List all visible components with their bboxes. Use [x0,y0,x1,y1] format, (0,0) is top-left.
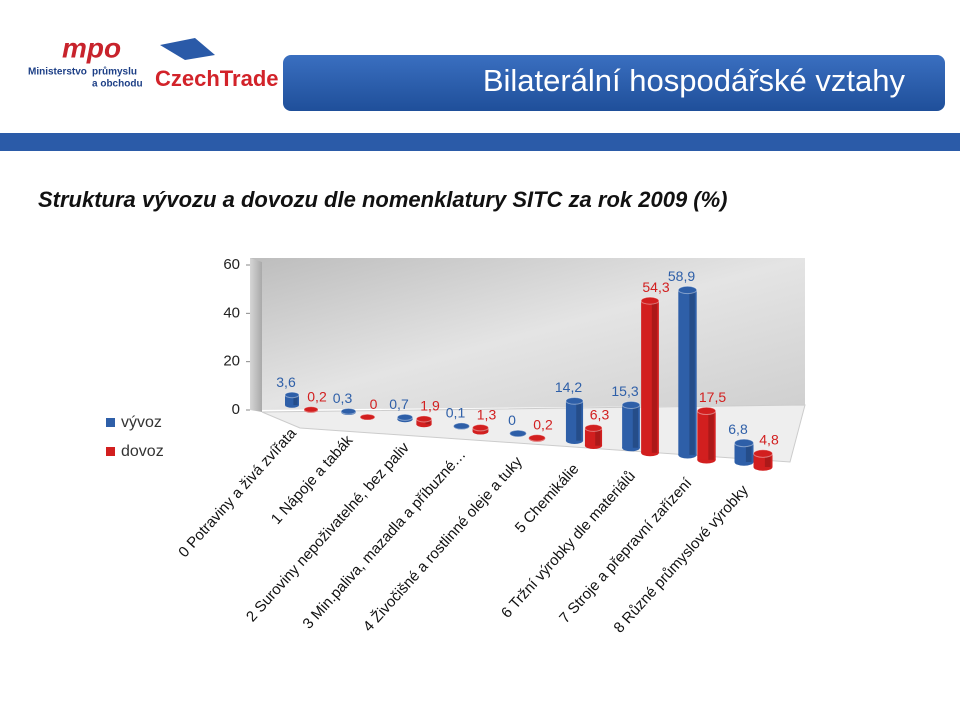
bar-top [697,407,715,414]
bar [454,423,470,430]
y-tick-label: 60 [223,256,240,273]
bar [529,435,546,442]
value-label: 0 [508,412,516,428]
bar-top [473,425,489,431]
value-label: 58,9 [668,268,695,284]
header-bar [0,133,960,151]
bar [641,297,659,456]
logo-czechtrade-icon [160,38,215,60]
bar-top [285,392,299,398]
bar-top [360,414,375,420]
bar [304,407,318,413]
legend-swatch [106,418,115,427]
x-tick-label: 5 Chemikálie [512,461,583,537]
bar-top [678,286,696,293]
bar-top [529,435,546,442]
bar-shade [576,401,581,441]
value-label: 1,9 [420,398,440,414]
value-label: 0 [370,396,378,412]
value-label: 4,8 [759,431,779,447]
bar-top [735,439,754,447]
bar-shade [652,301,657,453]
slide-title: Bilaterální hospodářské vztahy [483,63,906,98]
bar-shade [633,405,638,448]
bar [754,450,773,471]
bar-top [341,408,356,414]
value-label: 6,8 [728,421,748,437]
y-tick-label: 20 [223,353,240,370]
bar [585,425,602,449]
value-label: 0,1 [446,405,466,421]
bar-top [454,423,470,429]
bar [622,401,640,451]
bar-top [416,416,431,422]
legend-label: vývoz [121,414,162,431]
y-tick-label: 0 [232,401,240,418]
logo-mpo-mark: mpo [62,32,121,63]
logo-mpo-line: průmyslu [92,66,137,78]
logo-mpo-line: Ministerstvo [28,67,87,78]
bar [285,392,299,408]
bar [510,430,527,437]
logo-czechtrade: CzechTrade [155,66,279,91]
value-label: 14,2 [555,379,582,395]
bar [397,414,412,422]
bar [341,408,356,415]
value-label: 0,3 [333,390,353,406]
value-label: 3,6 [276,374,296,390]
bar-top [641,297,659,304]
back-wall [250,258,805,410]
bar [566,397,583,444]
value-label: 15,3 [611,383,638,399]
value-label: 1,3 [477,406,497,422]
bar-top [566,397,583,404]
x-tick-label: 0 Potraviny a živá zvířata [175,424,300,560]
value-label: 0,7 [389,396,409,412]
x-tick-label: 8 Různé průmyslové výrobky [610,482,752,637]
value-label: 6,3 [590,406,610,422]
bar-top [585,425,602,432]
bar-top [754,450,773,458]
bar-top [304,407,318,413]
y-tick-label: 40 [223,304,240,321]
logo-mpo: mpo Ministerstvo průmyslu a obchodu [28,32,143,89]
x-tick-label: 6 Tržní výrobky dle materiálů [498,468,639,622]
legend-swatch [106,447,115,456]
bar-shade [689,290,695,455]
legend-label: dovoz [121,443,164,460]
bar [416,416,431,427]
bar [735,439,754,466]
bar-shade [708,411,714,460]
value-label: 54,3 [642,279,669,295]
x-tick-label: 7 Stroje a přepravní zařízení [556,474,696,627]
bar [473,425,489,435]
chart-title: Struktura vývozu a dovozu dle nomenklatu… [38,187,728,212]
bar [360,414,375,420]
side-wall [250,258,262,412]
value-label: 17,5 [699,389,726,405]
bar [697,407,715,463]
value-label: 0,2 [307,388,327,404]
bar-top [397,414,412,420]
bar [678,286,696,458]
value-label: 0,2 [533,416,553,432]
bar-top [510,430,527,437]
logo-mpo-line: a obchodu [92,79,143,90]
bar-top [622,401,640,408]
